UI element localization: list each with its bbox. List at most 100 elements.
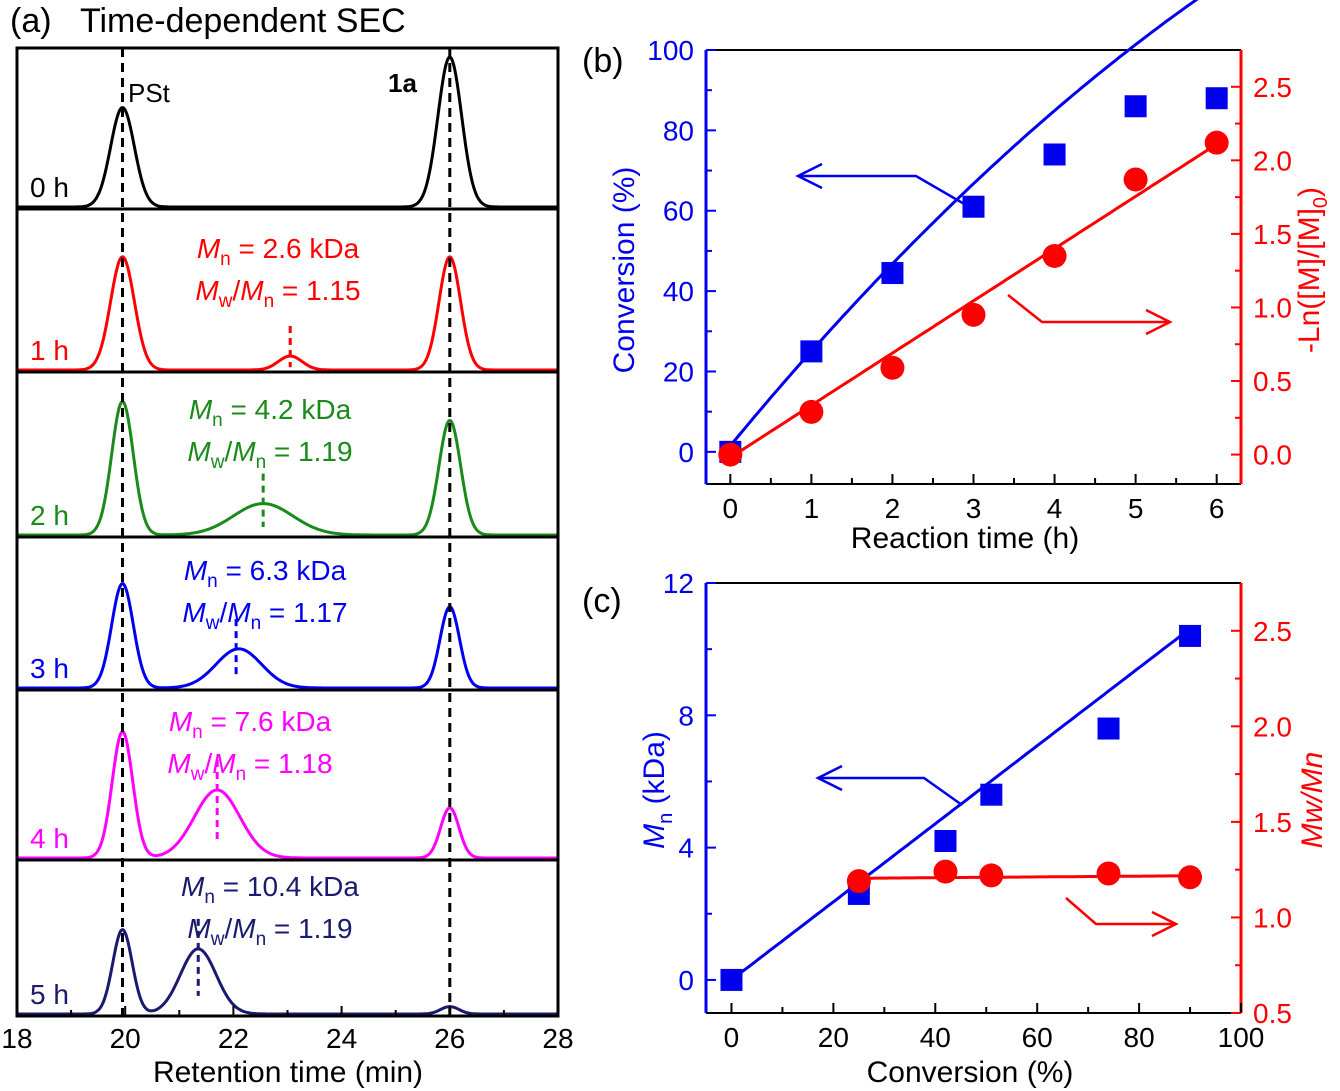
mn-symbol: M [232, 913, 256, 944]
data-point-square [1124, 95, 1147, 118]
data-point-circle [1204, 130, 1229, 155]
sec-trace-0 [17, 55, 558, 209]
sec-trace-time-label: 5 h [30, 979, 69, 1010]
slash: / [224, 436, 232, 467]
y-axis-label-left: Mn (kDa) [638, 731, 677, 849]
mw-symbol: M [187, 913, 211, 944]
mn-equals: = [203, 706, 235, 737]
data-point-square [720, 968, 743, 991]
x-tick-label: 1 [804, 493, 820, 524]
sec-trace-4 [17, 730, 558, 860]
x-tick-label: 24 [326, 1023, 357, 1054]
mn-subscript: n [207, 571, 218, 592]
mn-equals: = [223, 394, 255, 425]
sec-trace-time-label: 2 h [30, 500, 69, 531]
mn-value: 2.6 kDa [263, 233, 360, 264]
mw-subscript: w [210, 929, 225, 950]
sec-trace-1 [17, 255, 558, 372]
y-right-tick-label: 0.0 [1253, 440, 1292, 471]
y-right-tick-label: 2.5 [1253, 616, 1292, 647]
y-left-tick-label: 8 [678, 700, 694, 731]
y-axis-label-right: Mw/Mn [1296, 752, 1329, 849]
mn-symbol: M [189, 394, 213, 425]
mn-annotation: Mn = 7.6 kDa [169, 706, 332, 743]
sec-trace-3 [17, 581, 558, 690]
sec-trace-time-label: 1 h [30, 335, 69, 366]
panel-b-label: (b) [582, 42, 624, 80]
dispersity-equals: = [266, 436, 298, 467]
y-right-tick-label: 2.5 [1253, 72, 1292, 103]
data-point-square [800, 340, 823, 363]
x-tick-label: 26 [434, 1023, 465, 1054]
mw-subscript: w [218, 291, 233, 312]
x-tick-label: 20 [818, 1022, 849, 1053]
mw-symbol: M [182, 597, 206, 628]
mn-subscript: n [236, 764, 247, 785]
mn-subscript: n [192, 722, 203, 743]
panel-c-label: (c) [582, 582, 622, 620]
arrow-to-right-axis-head [1145, 308, 1173, 336]
arrow-to-left-axis [818, 776, 963, 807]
panel-c-plot: 0 20 40 60 80 100 0 4 8 12 0.5 1.0 1.5 2.0 2.5 [663, 568, 1292, 1053]
x-tick-label: 40 [920, 1022, 951, 1053]
x-tick-label: 2 [885, 493, 901, 524]
data-point-square [1205, 87, 1228, 110]
dispersity-value: 1.15 [306, 275, 361, 306]
y-right-tick-label: 2.0 [1253, 711, 1292, 742]
panel-a-label: (a) [10, 2, 52, 40]
dispersity-value: 1.19 [298, 436, 353, 467]
arrow-to-right-axis [1007, 294, 1170, 324]
mn-symbol: M [169, 706, 193, 737]
x-tick-label: 18 [1, 1023, 32, 1054]
y-left-tick-label: 0 [678, 437, 694, 468]
x-tick-label: 100 [1218, 1022, 1265, 1053]
dispersity-annotation: Mw/Mn = 1.15 [195, 275, 360, 312]
x-tick-label: 60 [1022, 1022, 1053, 1053]
data-point-circle [1096, 861, 1121, 886]
dispersity-equals: = [246, 748, 278, 779]
mn-equals: = [215, 871, 247, 902]
y-axis-label-left: Conversion (%) [608, 167, 641, 374]
y-left-tick-label: 60 [663, 196, 694, 227]
mn-symbol: M [232, 436, 256, 467]
data-point-circle [799, 399, 824, 424]
mw-symbol: M [187, 436, 211, 467]
fit-line-right [858, 874, 1190, 880]
y-right-tick-label: 1.5 [1253, 219, 1292, 250]
y-right-tick-label: 1.0 [1253, 292, 1292, 323]
panel-a: (a) Time-dependent SEC 0 h 1 h Mn = 2.6 kD… [1, 2, 573, 1089]
ref-line-label-pst: PSt [128, 78, 171, 108]
dispersity-annotation: Mw/Mn = 1.17 [182, 597, 347, 634]
y-axis-label-right: -Ln([M]/[M]0) [1293, 187, 1332, 353]
x-axis-label: Conversion (%) [867, 1056, 1074, 1089]
x-tick-label: 0 [724, 1022, 740, 1053]
data-point-square [1179, 624, 1202, 647]
ref-line-label-1a: 1a [388, 68, 417, 98]
x-tick-label: 0 [723, 493, 739, 524]
mn-subscript: n [256, 929, 267, 950]
mn-symbol: M [212, 748, 236, 779]
mn-subscript: n [212, 410, 223, 431]
arrow-to-left-axis [798, 174, 967, 207]
y-left-tick-label: 12 [663, 568, 694, 599]
mw-symbol: M [167, 748, 191, 779]
y-left-tick-label: 100 [647, 35, 694, 66]
dispersity-value: 1.18 [278, 748, 333, 779]
y-left-tick-label: 80 [663, 115, 694, 146]
arrow-to-left-axis-head [795, 162, 823, 190]
x-tick-label: 20 [110, 1023, 141, 1054]
x-axis-label: Retention time (min) [153, 1056, 423, 1089]
dispersity-equals: = [274, 275, 306, 306]
data-point-circle [718, 442, 743, 467]
slash: / [219, 597, 227, 628]
sec-trace-time-label: 4 h [30, 823, 69, 854]
data-point-circle [979, 863, 1004, 888]
mw-symbol: M [195, 275, 219, 306]
y-left-tick-label: 4 [678, 833, 694, 864]
dispersity-equals: = [261, 597, 293, 628]
x-tick-label: 28 [542, 1023, 573, 1054]
data-point-circle [961, 302, 986, 327]
data-point-square [1043, 143, 1066, 166]
